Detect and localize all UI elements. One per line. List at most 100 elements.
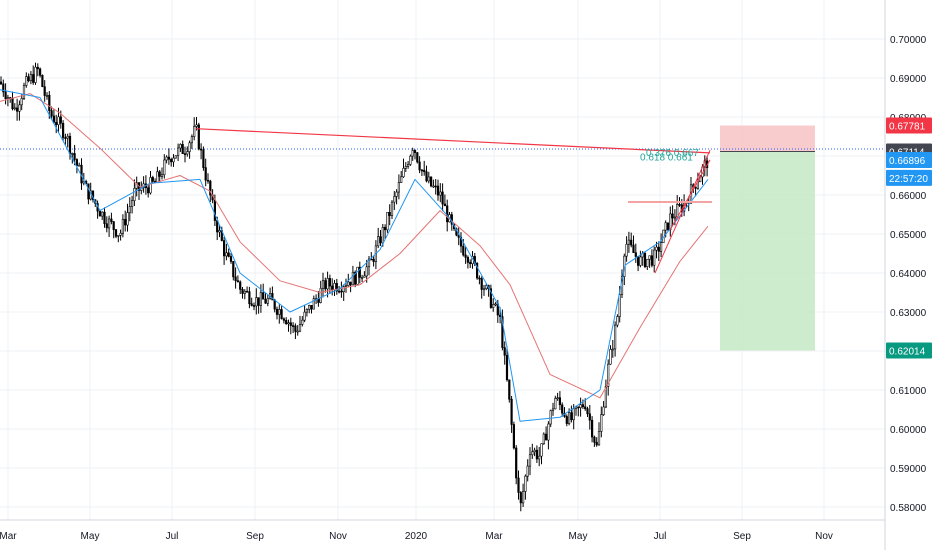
candle (400, 170, 403, 183)
candle-body (657, 246, 660, 252)
candle (418, 156, 421, 174)
candle (676, 195, 679, 218)
candle (280, 306, 283, 320)
candle-body (271, 293, 274, 301)
candle (78, 162, 81, 167)
candle (87, 183, 90, 205)
resistance-trendline[interactable] (195, 128, 711, 154)
candle-body (246, 290, 249, 293)
candle-body (29, 74, 33, 82)
candle (43, 80, 46, 102)
candle (524, 474, 527, 500)
candle-body (41, 75, 44, 88)
candle (275, 306, 279, 320)
candle (264, 293, 267, 304)
candle-body (294, 325, 297, 332)
candle (650, 249, 653, 268)
candle (363, 271, 366, 278)
candle-body (167, 156, 171, 160)
candle (501, 309, 504, 351)
candle (163, 154, 166, 179)
position-zones (0, 125, 885, 351)
candle (611, 339, 614, 358)
candle (466, 255, 470, 269)
candle-body (577, 406, 580, 409)
candle (464, 247, 467, 264)
candle-body (400, 176, 403, 183)
candle-body (354, 271, 357, 285)
candle-body (55, 121, 58, 126)
candle-body (544, 433, 548, 441)
candle-body (505, 354, 509, 381)
candle (333, 279, 336, 296)
candle-body (561, 404, 564, 414)
candle (657, 241, 660, 262)
candle (75, 158, 78, 174)
candle-body (512, 424, 515, 449)
candle (257, 297, 260, 314)
candle (563, 407, 566, 418)
candle-body (420, 169, 424, 172)
candle-body (38, 68, 42, 76)
candle-body (20, 98, 23, 106)
grid (0, 0, 885, 520)
candle-body (639, 256, 642, 266)
candle-body (61, 122, 65, 138)
candle-body (613, 324, 617, 350)
candle-body (324, 280, 327, 290)
candle-body (105, 223, 108, 229)
candle-body (666, 222, 670, 231)
candle-body (310, 305, 313, 310)
candle (646, 258, 649, 271)
candle-body (554, 398, 557, 410)
candle-body (646, 258, 649, 267)
candle-body (340, 290, 343, 293)
candle (402, 158, 405, 178)
candle-body (462, 245, 465, 256)
candle-body (676, 204, 679, 218)
candle (239, 280, 242, 295)
candle (227, 248, 230, 258)
candle-body (446, 205, 449, 223)
wedge-trendline[interactable] (669, 159, 711, 231)
candle-body (347, 281, 350, 286)
candle-body (213, 199, 217, 221)
candle (579, 397, 582, 417)
candle (18, 100, 21, 121)
candle (337, 286, 341, 294)
candle-body (625, 243, 628, 257)
candle-body (255, 297, 258, 307)
candle (128, 197, 131, 222)
candle-body (112, 221, 115, 230)
candle-body (572, 408, 575, 421)
x-tick-label: 2020 (405, 531, 428, 542)
candle (225, 243, 228, 261)
candle (478, 275, 481, 285)
candle (312, 295, 315, 310)
y-tick-label: 0.65000 (890, 230, 927, 241)
x-tick-label: Jul (654, 531, 667, 542)
candle-body (607, 363, 610, 387)
candle-body (549, 410, 552, 425)
candle-body (379, 236, 382, 244)
candle-body (34, 66, 37, 83)
candle (436, 179, 440, 201)
candle (20, 94, 23, 111)
candle-body (289, 322, 292, 326)
candle-body (618, 294, 621, 317)
candle (151, 175, 154, 184)
candle (432, 179, 435, 188)
candle (149, 170, 152, 195)
y-tick-label: 0.69000 (890, 74, 927, 85)
candle-body (301, 319, 304, 325)
candle (177, 143, 180, 162)
candle-body (6, 97, 9, 99)
wedge-trendline[interactable] (654, 149, 711, 274)
candle (103, 207, 106, 228)
candle-body (515, 447, 518, 479)
candle-body (344, 285, 348, 288)
candle-body (209, 180, 212, 196)
candles (0, 62, 709, 512)
